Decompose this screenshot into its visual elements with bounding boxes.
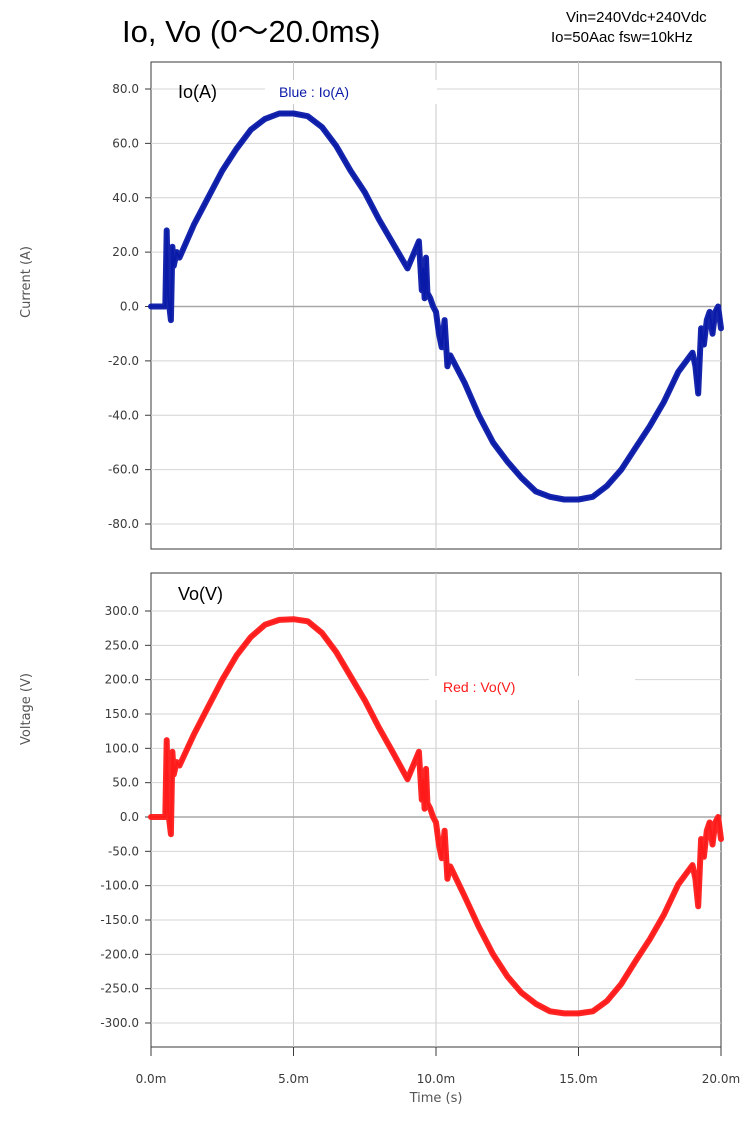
panel-label: Io(A)	[178, 82, 217, 102]
y-tick-label: 150.0	[105, 707, 139, 721]
x-tick-label: 0.0m	[136, 1072, 167, 1086]
y-tick-label: 200.0	[105, 673, 139, 687]
y-tick-label: 80.0	[112, 82, 139, 96]
legend-label: Blue : Io(A)	[279, 84, 349, 100]
y-tick-label: 40.0	[112, 191, 139, 205]
y-tick-label: 250.0	[105, 638, 139, 652]
y-tick-label: -40.0	[108, 408, 139, 422]
y-tick-label: -250.0	[100, 982, 139, 996]
y-tick-label: 60.0	[112, 136, 139, 150]
y-tick-label: 0.0	[120, 810, 139, 824]
x-tick-label: 15.0m	[559, 1072, 597, 1086]
y-tick-label: -100.0	[100, 879, 139, 893]
y-tick-label: 50.0	[112, 776, 139, 790]
x-axis-label: Time (s)	[409, 1091, 463, 1106]
y-tick-label: 20.0	[112, 245, 139, 259]
y-tick-label: 300.0	[105, 604, 139, 618]
x-tick-label: 10.0m	[417, 1072, 455, 1086]
x-tick-label: 20.0m	[702, 1072, 740, 1086]
y-axis-label: Current (A)	[19, 246, 34, 318]
y-tick-label: 0.0	[120, 300, 139, 314]
y-tick-label: -300.0	[100, 1016, 139, 1030]
chart-title: Io, Vo (0〜20.0ms)	[122, 14, 381, 49]
y-tick-label: 100.0	[105, 741, 139, 755]
y-axis-label: Voltage (V)	[19, 673, 34, 745]
conditions-line-2: Io=50Aac fsw=10kHz	[551, 29, 693, 46]
legend-label: Red : Vo(V)	[443, 679, 515, 695]
series-line-core	[151, 618, 722, 1015]
panel-label: Vo(V)	[178, 584, 223, 604]
y-tick-label: -200.0	[100, 947, 139, 961]
y-tick-label: -60.0	[108, 463, 139, 477]
legend-background	[429, 676, 635, 700]
conditions-line-1: Vin=240Vdc+240Vdc	[566, 9, 707, 26]
legend-background	[265, 80, 437, 104]
x-tick-label: 5.0m	[278, 1072, 309, 1086]
y-tick-label: -80.0	[108, 517, 139, 531]
y-tick-label: -150.0	[100, 913, 139, 927]
y-tick-label: -20.0	[108, 354, 139, 368]
series-line-core	[151, 112, 722, 501]
y-tick-label: -50.0	[108, 844, 139, 858]
